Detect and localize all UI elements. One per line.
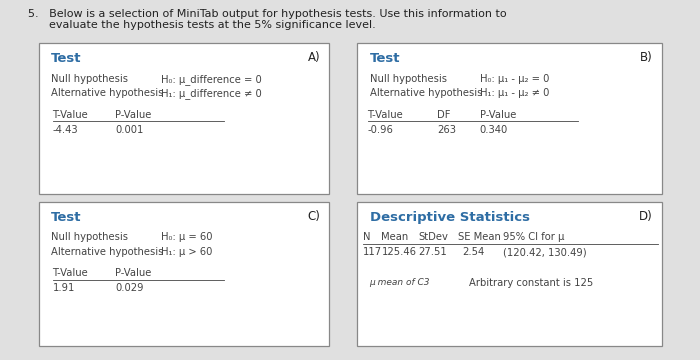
Text: H₁: μ₁ - μ₂ ≠ 0: H₁: μ₁ - μ₂ ≠ 0 bbox=[480, 88, 549, 98]
Text: Mean: Mean bbox=[382, 232, 409, 242]
Text: -0.96: -0.96 bbox=[368, 125, 393, 135]
Text: Alternative hypothesis: Alternative hypothesis bbox=[51, 88, 164, 98]
Text: StDev: StDev bbox=[419, 232, 449, 242]
Text: P-Value: P-Value bbox=[480, 110, 516, 120]
Text: 27.51: 27.51 bbox=[419, 247, 447, 257]
Text: Alternative hypothesis: Alternative hypothesis bbox=[51, 247, 164, 257]
Text: H₀: μ = 60: H₀: μ = 60 bbox=[161, 232, 213, 242]
Text: P-Value: P-Value bbox=[116, 110, 152, 120]
Text: 0.001: 0.001 bbox=[116, 125, 144, 135]
Text: T-Value: T-Value bbox=[368, 110, 403, 120]
Text: -4.43: -4.43 bbox=[52, 125, 78, 135]
Text: P-Value: P-Value bbox=[116, 268, 152, 278]
Text: 0.340: 0.340 bbox=[480, 125, 508, 135]
Text: Test: Test bbox=[370, 52, 400, 65]
Text: H₁: μ_difference ≠ 0: H₁: μ_difference ≠ 0 bbox=[161, 88, 262, 99]
Text: 1.91: 1.91 bbox=[52, 283, 75, 293]
Text: H₀: μ₁ - μ₂ = 0: H₀: μ₁ - μ₂ = 0 bbox=[480, 74, 549, 84]
Text: N: N bbox=[363, 232, 370, 242]
FancyBboxPatch shape bbox=[357, 202, 662, 346]
Text: Arbitrary constant is 125: Arbitrary constant is 125 bbox=[469, 278, 594, 288]
Text: Null hypothesis: Null hypothesis bbox=[370, 74, 447, 84]
Text: μ mean of C3: μ mean of C3 bbox=[370, 278, 430, 287]
Text: 0.029: 0.029 bbox=[116, 283, 144, 293]
Text: D): D) bbox=[639, 210, 653, 222]
FancyBboxPatch shape bbox=[38, 202, 329, 346]
Text: SE Mean: SE Mean bbox=[458, 232, 501, 242]
Text: Null hypothesis: Null hypothesis bbox=[51, 74, 128, 84]
Text: 2.54: 2.54 bbox=[462, 247, 484, 257]
Text: 117: 117 bbox=[363, 247, 382, 257]
Text: 95% CI for μ: 95% CI for μ bbox=[503, 232, 564, 242]
Text: DF: DF bbox=[438, 110, 451, 120]
Text: A): A) bbox=[308, 51, 321, 64]
Text: Test: Test bbox=[51, 211, 82, 224]
Text: H₁: μ > 60: H₁: μ > 60 bbox=[161, 247, 212, 257]
Text: 263: 263 bbox=[438, 125, 456, 135]
FancyBboxPatch shape bbox=[38, 43, 329, 194]
FancyBboxPatch shape bbox=[357, 43, 662, 194]
Text: Descriptive Statistics: Descriptive Statistics bbox=[370, 211, 530, 224]
Text: C): C) bbox=[308, 210, 321, 222]
Text: Test: Test bbox=[51, 52, 82, 65]
Text: B): B) bbox=[640, 51, 653, 64]
Text: T-Value: T-Value bbox=[52, 110, 88, 120]
Text: Alternative hypothesis: Alternative hypothesis bbox=[370, 88, 482, 98]
Text: (120.42, 130.49): (120.42, 130.49) bbox=[503, 247, 586, 257]
Text: T-Value: T-Value bbox=[52, 268, 88, 278]
Text: Null hypothesis: Null hypothesis bbox=[51, 232, 128, 242]
Text: 125.46: 125.46 bbox=[382, 247, 416, 257]
Text: 5.   Below is a selection of MiniTab output for hypothesis tests. Use this infor: 5. Below is a selection of MiniTab outpu… bbox=[28, 9, 507, 19]
Text: H₀: μ_difference = 0: H₀: μ_difference = 0 bbox=[161, 74, 262, 85]
Text: evaluate the hypothesis tests at the 5% significance level.: evaluate the hypothesis tests at the 5% … bbox=[28, 20, 376, 30]
